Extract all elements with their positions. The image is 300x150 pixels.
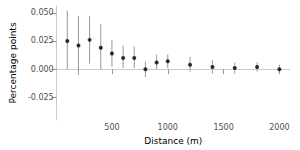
svg-text:0.025: 0.025 <box>31 36 54 45</box>
svg-text:500: 500 <box>104 123 119 132</box>
svg-text:0.000: 0.000 <box>31 65 54 74</box>
svg-text:0.050: 0.050 <box>31 8 54 17</box>
svg-text:-0.025: -0.025 <box>28 93 54 102</box>
svg-text:Percentage points: Percentage points <box>8 22 18 103</box>
svg-text:1500: 1500 <box>213 123 233 132</box>
svg-text:2000: 2000 <box>269 123 289 132</box>
svg-text:1000: 1000 <box>158 123 178 132</box>
svg-text:Distance (m): Distance (m) <box>144 136 202 146</box>
